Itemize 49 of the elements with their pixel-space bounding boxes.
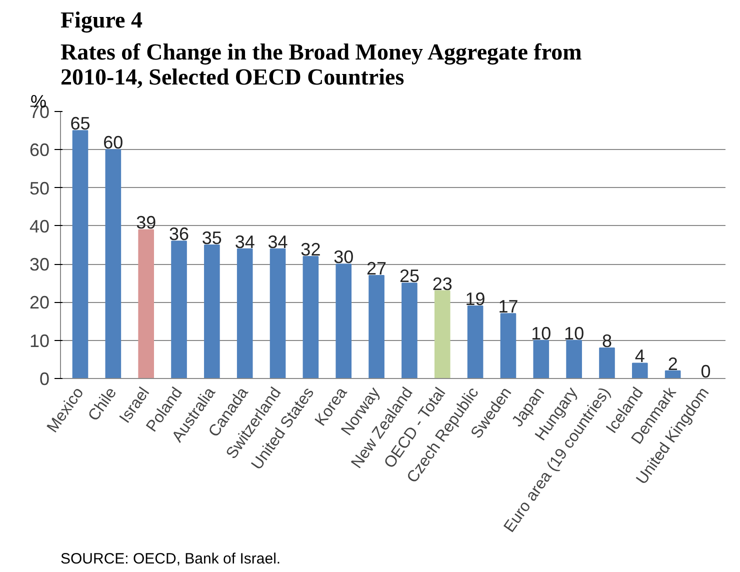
bar [336, 264, 352, 378]
bar [105, 149, 122, 378]
data-label: 23 [432, 274, 452, 294]
data-label: 32 [300, 239, 321, 260]
bar [599, 347, 615, 378]
bar [236, 248, 253, 378]
bar [270, 248, 286, 378]
data-label: 0 [700, 362, 711, 382]
bar [434, 290, 450, 378]
data-label: 39 [136, 212, 156, 233]
y-tick-label: 40 [29, 216, 50, 236]
bar [302, 256, 319, 378]
chart-title: Figure 4 [60, 8, 143, 34]
bar [533, 340, 550, 378]
bar [72, 130, 88, 378]
data-label: 10 [531, 323, 552, 344]
chart-subtitle: Rates of Change in the Broad Money Aggregate from 2010-14, Selected OECD Countries [60, 40, 582, 90]
y-tick-label: 20 [29, 292, 50, 313]
data-label: 4 [634, 346, 645, 366]
bar [632, 362, 648, 378]
data-label: 36 [169, 224, 190, 244]
y-tick-label: 30 [29, 254, 50, 275]
y-tick-label: 0 [39, 369, 50, 389]
bar [171, 240, 187, 378]
data-label: 35 [202, 228, 222, 248]
data-label: 60 [103, 132, 124, 153]
data-label: 8 [602, 330, 612, 351]
y-tick-label: 50 [29, 178, 50, 198]
bar [566, 340, 582, 378]
bar [402, 282, 418, 378]
data-label: 17 [498, 296, 518, 317]
data-label: 25 [399, 266, 420, 286]
data-label: 2 [668, 354, 678, 374]
bar [664, 370, 681, 378]
y-tick-label: 10 [29, 330, 50, 351]
data-label: 27 [366, 258, 387, 279]
data-label: 65 [70, 114, 90, 134]
bar [368, 275, 384, 378]
y-tick-label: 60 [29, 140, 50, 160]
bar [138, 229, 154, 378]
data-label: 10 [564, 323, 584, 344]
data-label: 34 [234, 232, 255, 252]
bar [467, 306, 484, 378]
data-label: 30 [334, 247, 354, 268]
bar [204, 244, 220, 378]
source-note: SOURCE: OECD, Bank of Israel. [60, 550, 281, 568]
bar [500, 313, 516, 378]
data-label: 34 [268, 232, 288, 252]
data-label: 19 [465, 289, 486, 310]
